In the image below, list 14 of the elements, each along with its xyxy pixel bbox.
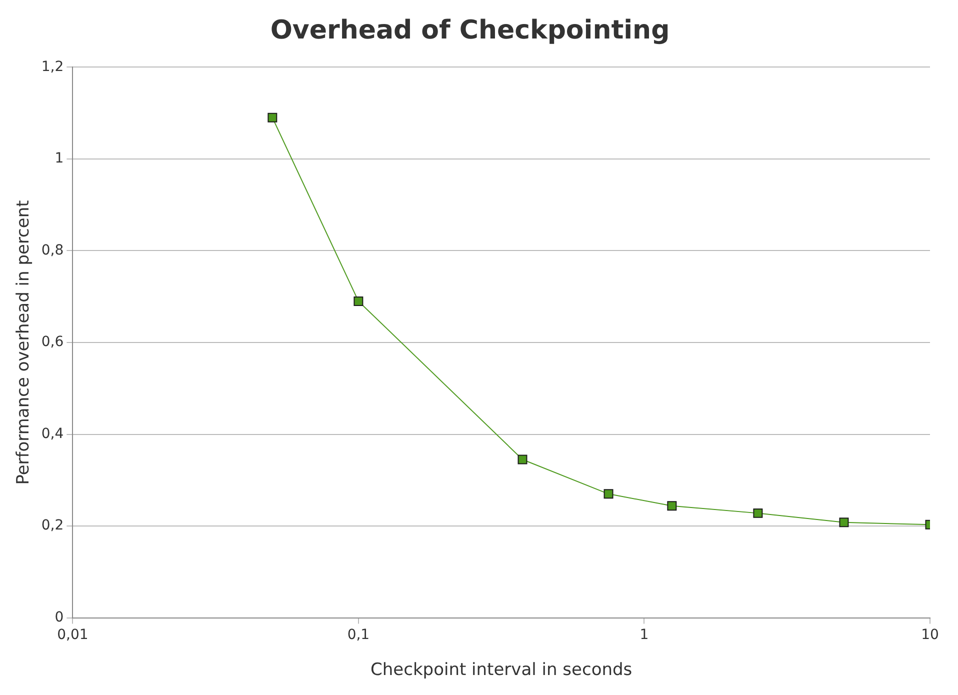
y-tick-label: 1	[54, 150, 64, 167]
y-tick-label: 0,6	[41, 334, 64, 350]
x-tick-label: 10	[921, 626, 939, 643]
y-tick-label: 0,8	[41, 242, 64, 258]
y-tick-label: 1,2	[41, 58, 64, 75]
chart-title: Overhead of Checkpointing	[270, 15, 670, 46]
x-tick-label: 1	[640, 626, 649, 643]
y-tick-label: 0	[54, 609, 64, 626]
x-axis-title: Checkpoint interval in seconds	[370, 660, 632, 680]
x-tick-label: 0,1	[347, 626, 370, 643]
y-axis-title: Performance overhead in percent	[14, 200, 34, 485]
x-tick-label: 0,01	[57, 626, 88, 643]
y-tick-label: 0,2	[41, 518, 64, 534]
y-tick-label: 0,4	[41, 426, 64, 442]
